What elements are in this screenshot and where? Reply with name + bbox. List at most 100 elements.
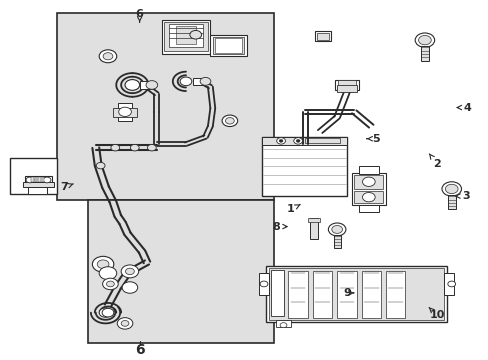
Bar	[259, 273, 268, 295]
Bar	[212, 37, 244, 54]
Bar	[276, 320, 290, 327]
Bar	[215, 39, 242, 53]
Circle shape	[441, 182, 461, 196]
Bar	[193, 78, 205, 85]
Text: 7: 7	[60, 182, 73, 192]
Bar	[88, 200, 273, 343]
Circle shape	[260, 281, 267, 287]
Bar	[333, 235, 340, 248]
Bar	[358, 166, 378, 174]
Circle shape	[122, 282, 138, 293]
Circle shape	[280, 323, 286, 328]
Circle shape	[225, 118, 234, 124]
Bar	[22, 182, 54, 187]
Bar	[312, 271, 331, 318]
Bar	[25, 176, 52, 185]
Circle shape	[117, 318, 133, 329]
Circle shape	[189, 31, 201, 39]
Bar	[163, 22, 207, 51]
Circle shape	[26, 177, 34, 183]
Circle shape	[92, 256, 114, 272]
Circle shape	[293, 138, 302, 144]
Text: 1: 1	[286, 204, 300, 214]
Bar	[261, 137, 346, 145]
Circle shape	[276, 138, 285, 144]
Circle shape	[328, 223, 345, 236]
Circle shape	[200, 77, 210, 85]
Text: 8: 8	[272, 221, 286, 231]
Text: 4: 4	[456, 103, 471, 113]
Circle shape	[111, 144, 120, 151]
Bar	[334, 80, 358, 90]
Bar	[38, 177, 41, 182]
Circle shape	[102, 308, 114, 317]
Circle shape	[180, 77, 191, 86]
Bar	[288, 271, 307, 318]
Bar	[268, 268, 444, 320]
Bar	[420, 46, 428, 60]
Bar	[317, 33, 328, 40]
Bar	[305, 138, 339, 143]
Bar	[353, 175, 383, 189]
Circle shape	[97, 260, 109, 269]
Bar	[358, 205, 378, 212]
Circle shape	[147, 144, 156, 151]
Bar	[113, 108, 137, 117]
Bar	[261, 137, 346, 196]
Text: 6: 6	[135, 343, 144, 357]
Text: 6: 6	[136, 9, 143, 22]
Bar	[336, 271, 356, 318]
Bar	[447, 195, 455, 209]
Circle shape	[362, 177, 374, 186]
Circle shape	[146, 81, 158, 89]
Bar	[266, 266, 446, 321]
Text: 2: 2	[428, 154, 440, 169]
Bar	[41, 177, 44, 182]
Circle shape	[106, 281, 114, 287]
Bar	[57, 13, 273, 200]
Bar	[444, 273, 453, 295]
Bar	[337, 80, 355, 85]
Bar	[168, 24, 203, 47]
Bar	[210, 35, 246, 56]
Circle shape	[43, 177, 51, 183]
Text: 3: 3	[455, 191, 469, 201]
Bar	[118, 103, 132, 121]
Bar	[10, 158, 57, 194]
Circle shape	[103, 53, 113, 60]
Circle shape	[99, 267, 117, 280]
Bar	[353, 191, 383, 203]
Bar	[361, 271, 380, 318]
Bar	[315, 31, 330, 41]
Circle shape	[414, 33, 434, 47]
Circle shape	[222, 115, 237, 127]
Bar	[310, 217, 317, 239]
Circle shape	[130, 144, 139, 151]
Circle shape	[121, 320, 129, 326]
Circle shape	[447, 281, 455, 287]
Bar	[140, 81, 152, 89]
Bar	[307, 217, 320, 222]
Bar	[27, 187, 47, 194]
Bar	[336, 85, 356, 92]
Text: 9: 9	[342, 288, 353, 298]
Bar	[385, 271, 405, 318]
Circle shape	[125, 268, 134, 275]
Circle shape	[99, 308, 112, 317]
Bar	[161, 21, 210, 54]
Circle shape	[99, 50, 117, 63]
Circle shape	[418, 36, 430, 45]
Circle shape	[125, 80, 140, 90]
Circle shape	[445, 184, 457, 194]
Circle shape	[331, 225, 342, 233]
Circle shape	[296, 139, 300, 142]
Text: 5: 5	[366, 134, 379, 144]
Circle shape	[96, 162, 105, 169]
Bar	[351, 173, 385, 205]
Circle shape	[121, 265, 139, 278]
Text: 10: 10	[428, 308, 444, 320]
Circle shape	[279, 139, 283, 142]
Bar	[31, 177, 34, 182]
Bar	[271, 270, 283, 316]
Bar	[35, 177, 37, 182]
